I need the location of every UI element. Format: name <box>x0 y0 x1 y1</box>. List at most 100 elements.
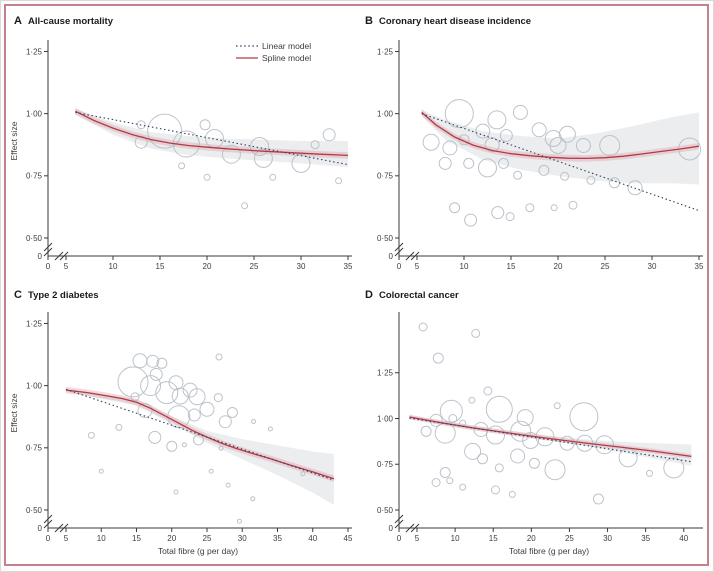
study-bubble <box>448 414 458 423</box>
study-bubble <box>87 431 95 439</box>
y-tick-label: 0·75 <box>377 172 394 181</box>
y-tick-label: 0·50 <box>26 506 43 515</box>
study-bubble <box>477 453 488 465</box>
study-bubble <box>538 164 550 176</box>
y-axis-break-icon <box>43 514 53 524</box>
study-bubble <box>491 485 500 495</box>
y-zero-label: 0 <box>38 524 43 533</box>
y-tick-label: 1·25 <box>377 369 394 378</box>
study-bubble <box>310 140 320 150</box>
study-bubble <box>203 173 211 181</box>
x-tick-label: 30 <box>603 534 612 543</box>
x-tick-label: 10 <box>451 534 460 543</box>
y-tick-label: 0·50 <box>377 234 394 243</box>
y-tick-label: 0·50 <box>26 234 43 243</box>
x-axis-title: Total fibre (g per day) <box>158 546 238 556</box>
x-tick-label: 20 <box>554 262 563 271</box>
study-bubble <box>420 425 432 437</box>
study-bubble <box>225 482 231 488</box>
study-bubble <box>553 402 561 410</box>
study-bubble <box>494 463 504 473</box>
study-bubble <box>438 156 452 170</box>
spline-model-line <box>75 110 349 157</box>
study-bubble <box>491 206 505 220</box>
x-tick-label: 5 <box>64 262 69 271</box>
study-bubble <box>499 129 513 142</box>
study-bubble <box>322 128 336 142</box>
study-bubble <box>208 468 214 474</box>
study-bubble <box>267 426 273 432</box>
study-bubble <box>291 153 311 173</box>
legend-label: Linear model <box>262 41 311 51</box>
x-tick-label: 10 <box>460 262 469 271</box>
study-bubble <box>136 120 146 130</box>
y-axis-title: Effect size <box>9 121 19 160</box>
x-tick-label: 25 <box>601 262 610 271</box>
x-tick-label: 5 <box>415 534 420 543</box>
panel-title: Type 2 diabetes <box>28 290 99 301</box>
y-zero-label: 0 <box>38 252 43 261</box>
study-bubble <box>512 104 528 120</box>
y-tick-label: 0·75 <box>26 172 43 181</box>
study-bubble <box>528 457 540 469</box>
study-bubble <box>250 496 256 502</box>
study-bubble <box>484 137 500 153</box>
ci-band <box>75 108 349 168</box>
x-tick-label: 5 <box>415 262 420 271</box>
ci-band <box>409 415 692 466</box>
x-tick-label: 35 <box>641 534 650 543</box>
study-bubble <box>478 158 497 178</box>
x-tick-label: 45 <box>344 534 353 543</box>
study-bubble <box>446 477 454 485</box>
study-bubble <box>215 353 223 361</box>
y-tick-label: 0·75 <box>26 444 43 453</box>
x-axis-break-icon <box>405 523 415 533</box>
x-tick-label: 0 <box>397 262 402 271</box>
y-axis-break-icon <box>43 242 53 252</box>
x-tick-label: 40 <box>679 534 688 543</box>
study-bubble <box>434 422 456 444</box>
panel-letter: A <box>14 15 22 27</box>
x-tick-label: 20 <box>203 262 212 271</box>
x-tick-label: 0 <box>397 534 402 543</box>
study-bubble <box>236 518 242 524</box>
study-bubble <box>193 434 204 446</box>
study-bubble <box>463 157 475 169</box>
x-tick-label: 30 <box>238 534 247 543</box>
study-bubble <box>505 212 515 222</box>
panel-letter: C <box>14 289 22 301</box>
study-bubble <box>140 375 162 397</box>
study-bubble <box>221 144 241 164</box>
legend-label: Spline model <box>262 53 311 63</box>
study-bubble <box>522 432 540 449</box>
y-tick-label: 1·00 <box>377 414 394 423</box>
study-bubble <box>464 442 482 460</box>
y-tick-label: 1·25 <box>26 319 43 328</box>
study-bubble <box>146 354 160 368</box>
panel-c: C Type 2 diabetes 1·25 1·00 0·75 0·50 0 0 5 10 15 2… <box>8 284 359 568</box>
panel-letter: D <box>365 289 373 301</box>
study-bubble <box>241 202 249 210</box>
study-bubble <box>513 170 523 180</box>
linear-model-line <box>75 111 349 166</box>
panel-d-chart: D Colorectal cancer 1·25 1·00 0·75 0·50 00 5 10 1… <box>365 289 703 556</box>
study-bubble <box>525 203 535 213</box>
panel-a-chart: A All-cause mortality 1·25 1·00 0·75 0·50 00 5 1… <box>9 15 353 271</box>
panel-b-chart: B Coronary heart disease incidence 1·25 1·0… <box>365 15 704 271</box>
panel-a: A All-cause mortality 1·25 1·00 0·75 0·50 0 0 5 1… <box>8 8 359 284</box>
y-axis-title: Effect size <box>9 393 19 432</box>
study-bubble <box>475 123 491 139</box>
study-bubble <box>432 352 444 364</box>
study-bubble <box>510 448 526 464</box>
study-bubble <box>468 396 476 404</box>
y-zero-label: 0 <box>389 252 394 261</box>
study-bubble <box>486 425 505 445</box>
study-bubble <box>442 140 458 156</box>
panel-letter: B <box>365 15 373 27</box>
study-bubble <box>483 386 493 396</box>
study-bubble <box>132 353 148 369</box>
study-bubble <box>544 459 566 481</box>
y-axis-break-icon <box>394 247 404 257</box>
study-bubble <box>213 393 223 403</box>
study-bubble <box>300 471 306 477</box>
